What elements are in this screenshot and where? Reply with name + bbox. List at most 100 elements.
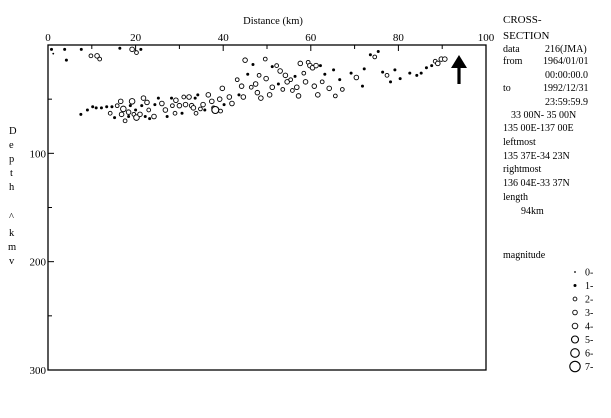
earthquake-point	[105, 105, 109, 109]
earthquake-point	[270, 65, 274, 69]
earthquake-point	[165, 115, 169, 118]
lon-range: 135 00E-137 00E	[503, 123, 574, 134]
legend-symbol	[570, 335, 580, 344]
earthquake-point	[129, 46, 135, 53]
earthquake-point	[144, 99, 150, 106]
earthquake-point	[318, 64, 322, 68]
legend-symbol	[572, 309, 578, 316]
earthquake-point	[79, 112, 83, 116]
y-axis-title-char: v	[9, 256, 15, 267]
earthquake-point	[97, 56, 103, 62]
plot-frame	[47, 44, 487, 371]
earthquake-point	[435, 60, 441, 67]
earthquake-point	[393, 68, 397, 72]
earthquake-point	[332, 93, 338, 99]
earthquake-point	[52, 52, 55, 55]
earthquake-point	[311, 83, 318, 89]
earthquake-point	[151, 113, 157, 120]
legend-item-label: 0-	[585, 268, 593, 279]
earthquake-point	[162, 107, 169, 113]
to-date: 1992/12/31	[543, 83, 589, 94]
earthquake-point	[134, 108, 138, 112]
x-tick-labels: 0 20 40 60 80 100	[45, 32, 495, 44]
earthquake-point	[120, 105, 127, 113]
earthquake-point	[196, 93, 200, 97]
x-axis-title: Distance (km)	[243, 16, 303, 27]
legend-symbol	[571, 322, 579, 330]
earthquake-point	[293, 74, 297, 78]
earthquake-point	[237, 93, 241, 97]
x-tick-label: 80	[393, 32, 405, 44]
earthquake-point	[159, 100, 165, 107]
earthquake-point	[295, 93, 302, 99]
data-label: data	[503, 44, 520, 55]
legend-symbol	[570, 348, 580, 358]
earthquake-point	[137, 111, 143, 118]
data-value: 216(JMA)	[545, 44, 587, 55]
earthquake-point	[262, 56, 268, 62]
y-axis-title-char: p	[9, 154, 14, 165]
legend-symbol	[573, 284, 577, 287]
earthquake-point	[238, 83, 245, 89]
earthquake-point	[282, 72, 289, 79]
earthquake-point	[193, 96, 197, 100]
earthquake-point	[117, 98, 124, 105]
from-date: 1964/01/01	[543, 56, 589, 67]
earthquake-point	[242, 57, 248, 63]
x-tick-label: 0	[45, 32, 51, 44]
earthquake-point	[319, 79, 325, 85]
earthquake-point	[127, 115, 131, 118]
earthquake-point	[222, 103, 226, 107]
earthquake-point	[122, 118, 128, 124]
earthquake-point	[181, 94, 187, 100]
earthquake-point	[280, 87, 286, 92]
earthquake-point	[266, 92, 273, 98]
earthquake-point	[430, 64, 434, 68]
to-label: to	[503, 83, 511, 94]
from-label: from	[503, 56, 523, 67]
earthquake-point	[284, 79, 290, 85]
earthquake-point	[118, 111, 125, 118]
earthquake-point	[64, 58, 68, 62]
earthquake-point	[349, 71, 353, 75]
earthquake-point	[315, 92, 321, 98]
earthquake-point	[353, 74, 360, 81]
x-tick-label: 40	[218, 32, 230, 44]
earthquake-point	[176, 102, 183, 109]
legend-item-label: 2-	[585, 295, 593, 306]
rightmost-label: rightmost	[503, 164, 542, 175]
earthquake-point	[246, 72, 250, 76]
earthquake-point	[339, 87, 345, 92]
y-tick-label: 200	[30, 257, 47, 269]
earthquake-point	[114, 103, 120, 109]
earthquake-point	[219, 85, 226, 92]
earthquake-point	[140, 104, 144, 108]
y-axis-title-char: m	[8, 242, 16, 253]
y-tick-labels: 100 200 300	[30, 148, 47, 377]
info-title-line2: SECTION	[503, 30, 550, 42]
legend-symbol	[572, 296, 578, 302]
earthquake-point	[372, 54, 378, 60]
earthquake-point	[248, 84, 254, 90]
legend-title: magnitude	[503, 250, 546, 261]
earthquake-point	[277, 68, 283, 74]
info-title-line1: CROSS-	[503, 14, 542, 26]
earthquake-point	[288, 77, 294, 83]
earthquake-point	[218, 108, 223, 114]
earthquake-point	[186, 94, 192, 100]
earthquake-point	[88, 53, 94, 59]
legend-item-label: 1-	[585, 281, 593, 292]
earthquake-point	[193, 110, 199, 116]
earthquake-point	[398, 77, 402, 81]
rightmost-value: 136 04E-33 37N	[503, 178, 570, 189]
legend-item-label: 7-	[585, 362, 593, 373]
earthquake-point	[170, 96, 174, 100]
legend-item-label: 5-	[585, 335, 593, 346]
y-tick-label: 100	[30, 148, 47, 160]
earthquake-point	[252, 81, 259, 87]
info-panel: CROSS- SECTION data 216(JMA) from 1964/0…	[503, 14, 589, 217]
earthquake-point	[173, 97, 179, 103]
earthquake-point	[240, 94, 247, 100]
earthquake-point	[234, 77, 240, 83]
